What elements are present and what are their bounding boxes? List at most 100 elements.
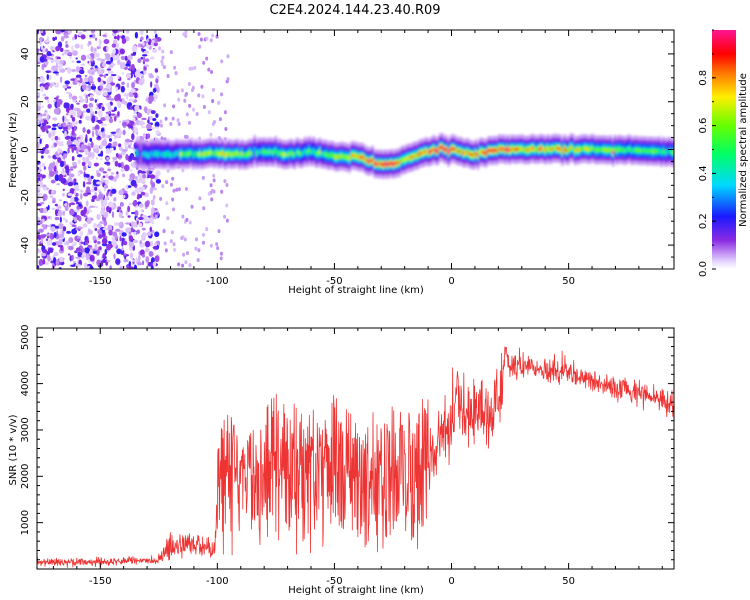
noise-blob [212,120,216,125]
noise-blob [149,56,155,60]
ridge-cell [474,151,478,155]
ridge-cell [664,151,667,155]
ridge-cell [464,151,467,155]
noise-blob [86,232,90,237]
noise-blob [105,111,111,115]
noise-blob [98,112,103,118]
noise-blob [205,36,209,41]
noise-blob [37,121,41,125]
noise-blob [44,261,50,266]
noise-blob [155,129,160,135]
noise-blob [82,252,87,257]
noise-blob [71,224,77,228]
ridge-cell [668,149,672,153]
noise-blob [115,174,120,179]
noise-blob [174,71,178,76]
noise-blob [37,134,41,138]
ridge-cell [137,152,141,156]
noise-blob [101,237,108,245]
noise-blob [101,62,107,68]
noise-blob [154,30,157,34]
noise-blob [177,187,181,192]
noise-blob [90,141,94,148]
noise-blob [61,52,65,56]
noise-blob [107,168,112,171]
noise-blob [139,180,143,183]
noise-blob [83,206,87,214]
ridge-cell [641,149,644,153]
noise-blob [105,53,111,59]
noise-blob [37,173,43,178]
noise-blob [37,239,40,243]
noise-blob [133,189,140,193]
noise-blob [100,158,103,161]
ridge-cell [550,147,554,151]
noise-blob [199,37,203,42]
ridge-cell [546,147,549,150]
noise-blob [143,70,147,75]
ridge-cell [521,147,524,151]
noise-blob [177,97,181,102]
noise-blob [121,232,127,237]
noise-blob [103,211,109,218]
noise-blob [205,227,209,232]
ridge-cell [282,153,286,157]
noise-blob [79,189,84,193]
noise-blob [198,44,202,49]
ridge-cell [487,149,490,152]
noise-blob [148,99,153,104]
spectrogram-noise [37,30,230,269]
noise-blob [94,243,98,250]
noise-blob [133,126,139,134]
noise-blob [71,95,78,101]
noise-blob [148,250,154,257]
noise-blob [85,253,90,261]
noise-blob [225,203,229,208]
ridge-cell [624,149,627,153]
noise-blob [105,83,112,90]
noise-blob [37,234,42,241]
noise-blob [126,254,129,257]
noise-blob [49,170,55,177]
noise-blob [126,124,131,127]
noise-blob [41,224,47,228]
noise-blob [104,248,108,256]
noise-blob [119,229,122,237]
ridge-cell [310,150,313,154]
noise-blob [83,77,89,83]
ridge-cell [653,149,657,153]
noise-blob [84,176,87,181]
ridge-cell [388,162,391,166]
noise-blob [94,48,97,52]
ridge-cell [499,147,503,151]
noise-blob [77,77,80,81]
noise-blob [129,252,134,259]
noise-blob [73,178,77,183]
noise-blob [51,190,54,194]
ridge-cell [483,151,486,155]
noise-blob [82,127,86,133]
noise-blob [74,184,80,191]
noise-blob [87,42,90,47]
noise-blob [59,60,64,64]
noise-blob [54,174,60,182]
ridge-cell [428,150,431,154]
noise-blob [131,81,135,89]
noise-blob [39,55,46,63]
ridge-cell [552,146,556,150]
noise-blob [112,156,118,161]
ridge-cell [335,155,339,159]
noise-blob [118,222,122,226]
ridge-cell [280,152,284,156]
noise-blob [45,143,49,149]
ridge-cell [405,157,408,161]
ridge-cell [426,150,429,154]
noise-blob [44,96,49,100]
ridge-cell [447,151,450,155]
ridge-cell [628,147,632,151]
ridge-cell [400,158,404,162]
noise-blob [37,250,42,253]
noise-blob [220,59,224,64]
ridge-cell [645,149,649,153]
noise-blob [166,216,170,221]
